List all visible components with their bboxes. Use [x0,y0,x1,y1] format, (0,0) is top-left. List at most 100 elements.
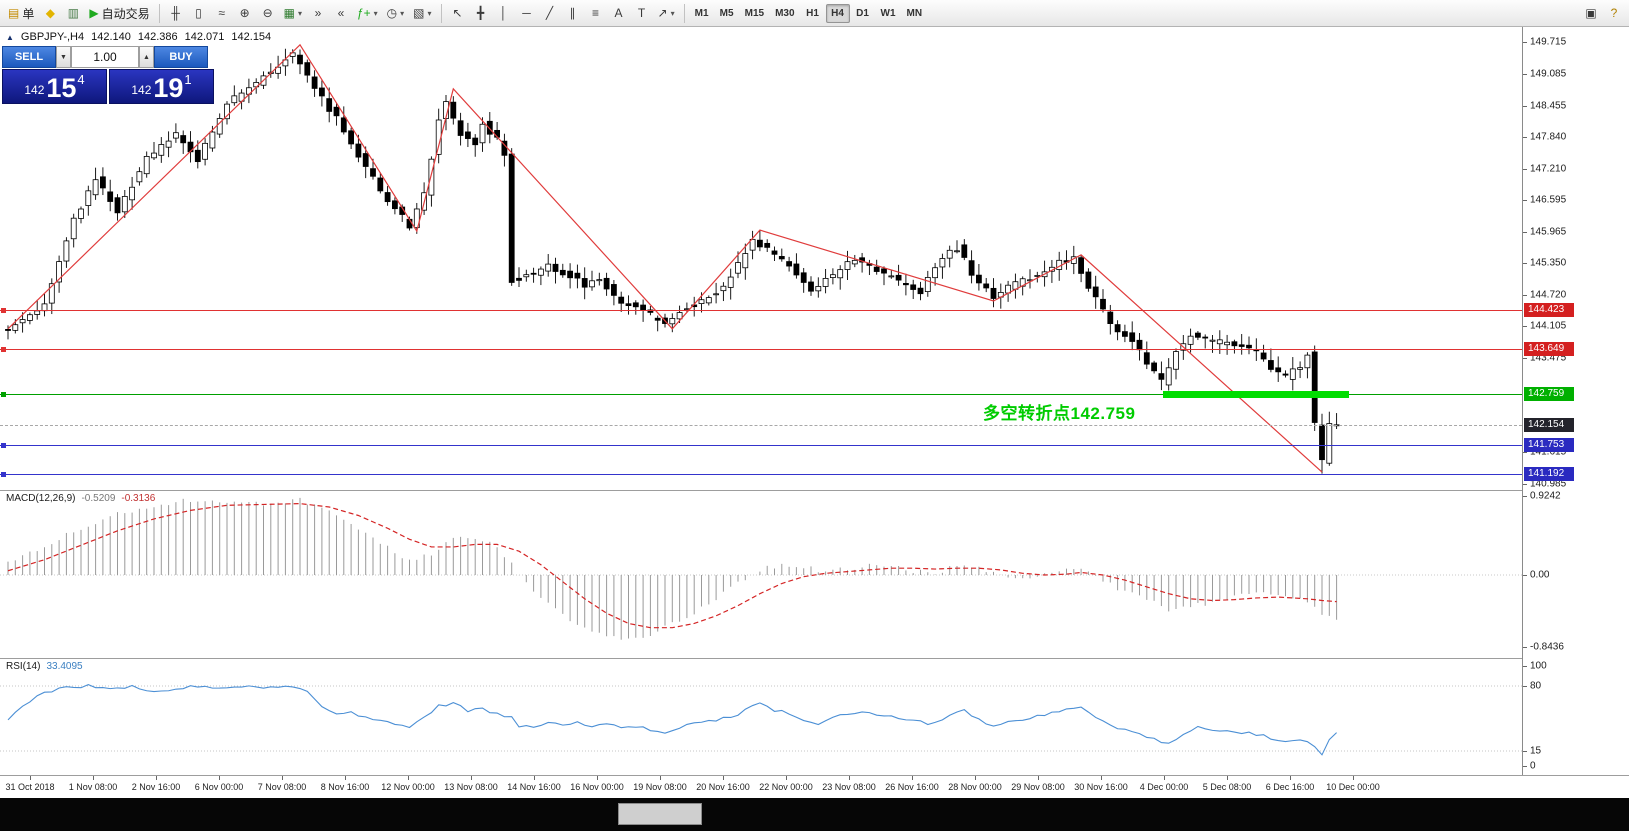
hline-handle-resistance-line-1[interactable] [1,308,6,313]
horizontal-line-icon: ─ [522,6,531,20]
horizontal-line-button[interactable]: ─ [516,3,538,24]
timeframe-button-m5[interactable]: M5 [719,7,734,19]
buy-price-pips: 19 [153,73,184,103]
time-axis[interactable]: 31 Oct 2018 1 Nov 08:00 2 Nov 16:00 6 Nov 0… [0,776,1629,798]
text-label-button[interactable]: T [631,3,653,24]
rsi-scale-100: 100 [1530,660,1547,672]
timeframe-button-m15[interactable]: M15 [744,7,765,19]
buy-price-display[interactable]: 142 19 1 [109,69,214,104]
volume-input[interactable]: 1.00 [71,46,139,68]
time-label-15: 28 Nov 00:00 [948,782,1002,792]
time-label-1: 1 Nov 08:00 [68,782,118,792]
time-label-0: 31 Oct 2018 [5,782,55,792]
autotrade-icon: ▶ [89,6,99,20]
hline-support-line-2[interactable] [0,474,1522,475]
price-tick-147.210: 147.210 [1530,163,1567,175]
channel-button[interactable]: ∥ [562,3,584,24]
rsi-tick-mark [1523,666,1527,667]
macd-panel-separator[interactable] [0,490,1629,491]
templates-button[interactable]: ▧ ▾ [409,3,435,24]
rsi-canvas[interactable] [0,658,1522,775]
hline-support-line-1[interactable] [0,445,1522,446]
macd-canvas[interactable] [0,490,1522,658]
line-chart-button[interactable]: ≈ [211,3,233,24]
hline-resistance-line-1[interactable] [0,310,1522,311]
taskbar-item[interactable] [618,803,702,825]
chart-shift-button[interactable]: « [330,3,352,24]
price-chart-canvas[interactable] [0,27,1522,490]
quote-high: 142.386 [137,31,178,43]
vertical-line-button[interactable]: │ [493,3,515,24]
macd-tick-mark [1523,496,1527,498]
macd-tick-mark [1523,646,1527,648]
price-label-support-line-1: 141.753 [1524,438,1574,452]
hline-handle-pivot-line-green[interactable] [1,392,6,397]
quote-open: 142.140 [91,31,131,43]
candlestick-chart-button[interactable]: ▯ [188,3,210,24]
toolbar-group-objects: ↖ ╋ │ ─ ╱ ∥ ≡ A T ↗ ▾ [447,3,679,24]
hline-pivot-line-green[interactable] [0,394,1522,395]
pivot-green-thick-segment[interactable] [1163,391,1349,398]
hline-resistance-line-2[interactable] [0,349,1522,350]
sell-button[interactable]: SELL [2,46,56,68]
zoom-in-button[interactable]: ⊕ [234,3,256,24]
time-label-10: 19 Nov 08:00 [633,782,687,792]
timeframe-button-h1[interactable]: H1 [806,7,819,19]
timeframe-button-w1[interactable]: W1 [880,7,896,19]
rsi-tick-mark [1523,686,1527,687]
hline-handle-support-line-2[interactable] [1,472,6,477]
sell-price-display[interactable]: 142 15 4 [2,69,107,104]
text-button[interactable]: A [608,3,630,24]
buy-button[interactable]: BUY [154,46,208,68]
rsi-tick-mark [1523,751,1527,752]
rsi-scale-80: 80 [1530,680,1542,692]
time-axis-separator [0,775,1629,776]
cursor-button[interactable]: ↖ [447,3,469,24]
timeframe-button-m30[interactable]: M30 [775,7,795,19]
new-order-button[interactable]: ▤ 单 [4,3,38,24]
time-tick-mark [219,776,220,780]
market-depth-button[interactable]: ▥ [62,3,84,24]
sell-price-pips: 15 [46,73,77,103]
timeframe-button-d1[interactable]: D1 [856,7,869,19]
macd-main-value: -0.5209 [81,493,116,504]
trendline-icon: ╱ [545,6,554,20]
price-tick-145.965: 145.965 [1530,226,1567,238]
buy-price-int: 142 [131,83,152,97]
toolbar-group-misc: ▣? [1580,3,1625,24]
favorites-button[interactable]: ◆ [39,3,61,24]
timeframe-button-m1[interactable]: M1 [694,7,709,19]
rsi-label: RSI(14) 33.4095 [6,661,83,672]
arrows-button[interactable]: ↗ ▾ [654,3,679,24]
pivot-annotation-text[interactable]: 多空转折点142.759 [983,404,1136,423]
new-order-label: 单 [22,6,35,21]
zoom-out-icon: ⊖ [262,6,273,20]
indicators-button[interactable]: ƒ+ ▾ [353,3,382,24]
periods-button[interactable]: ◷ ▾ [383,3,409,24]
timeframe-button-h4[interactable]: H4 [825,3,850,23]
volume-up-button[interactable]: ▲ [139,46,154,68]
panel-collapse-icon[interactable]: ▲ [6,32,14,42]
bar-chart-button[interactable]: ╫ [165,3,187,24]
zoom-out-button[interactable]: ⊖ [257,3,279,24]
help-button[interactable]: ? [1603,3,1625,24]
candlestick-chart-icon: ▯ [195,6,202,20]
tile-windows-button[interactable]: ▦ ▾ [280,3,306,24]
fibonacci-button[interactable]: ≡ [585,3,607,24]
price-axis[interactable]: 144.423 143.649 142.759 141.753 141.192 142.1… [1523,27,1629,775]
auto-scroll-button[interactable]: » [307,3,329,24]
autotrade-button[interactable]: ▶ 自动交易 [85,3,153,24]
layout-button[interactable]: ▣ [1580,3,1602,24]
hline-handle-resistance-line-2[interactable] [1,347,6,352]
crosshair-button[interactable]: ╋ [470,3,492,24]
rsi-panel-separator[interactable] [0,658,1629,659]
market-depth-icon: ▥ [67,6,80,20]
volume-down-button[interactable]: ▼ [56,46,71,68]
timeframe-button-mn[interactable]: MN [906,7,923,19]
price-tick-143.475: 143.475 [1530,352,1567,364]
price-tick-mark [1523,357,1527,359]
tile-windows-icon: ▦ [283,6,295,20]
trendline-button[interactable]: ╱ [539,3,561,24]
hline-handle-support-line-1[interactable] [1,443,6,448]
